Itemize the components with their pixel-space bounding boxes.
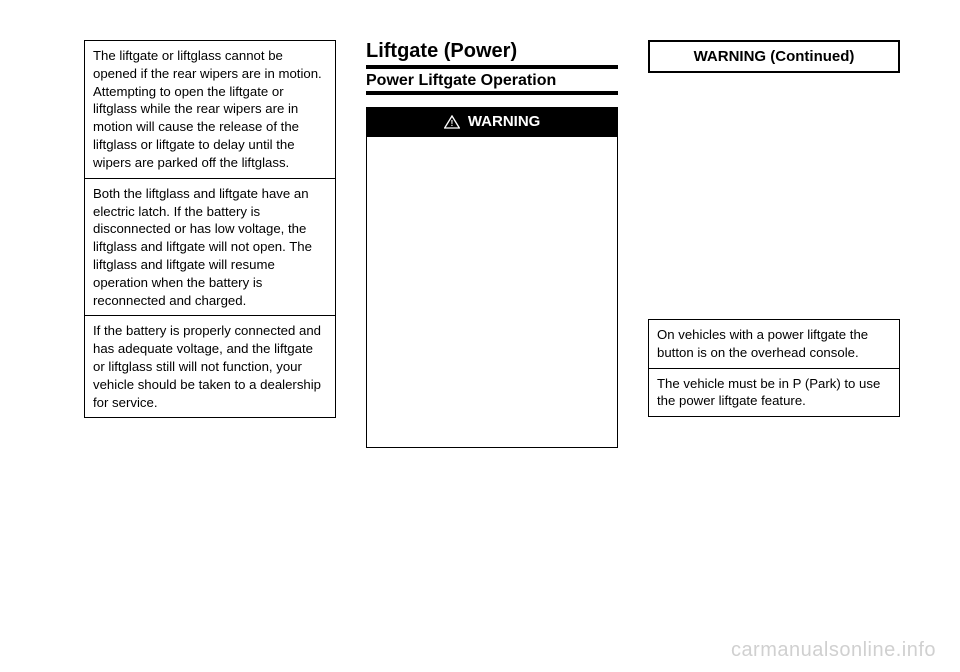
paragraph-battery: Both the liftglass and liftgate have an … bbox=[84, 178, 336, 317]
columns-container: The liftgate or liftglass cannot be open… bbox=[0, 0, 960, 448]
warning-triangle-icon: ! bbox=[444, 115, 460, 129]
warning-continued-body bbox=[648, 87, 900, 305]
column-3: WARNING (Continued) On vehicles with a p… bbox=[648, 40, 900, 448]
paragraph-overhead-console: On vehicles with a power liftgate the bu… bbox=[648, 319, 900, 369]
svg-text:!: ! bbox=[450, 119, 453, 128]
warning-label: WARNING bbox=[468, 113, 541, 130]
column-1: The liftgate or liftglass cannot be open… bbox=[84, 40, 336, 448]
paragraph-service: If the battery is properly connected and… bbox=[84, 315, 336, 418]
column-2: Liftgate (Power) Power Liftgate Operatio… bbox=[366, 40, 618, 448]
paragraph-park: The vehicle must be in P (Park) to use t… bbox=[648, 368, 900, 418]
heading-liftgate-power: Liftgate (Power) bbox=[366, 40, 618, 69]
warning-body-box bbox=[366, 136, 618, 448]
warning-continued-header: WARNING (Continued) bbox=[648, 40, 900, 73]
manual-page: The liftgate or liftglass cannot be open… bbox=[0, 0, 960, 672]
warning-header: ! WARNING bbox=[366, 107, 618, 136]
heading-power-operation: Power Liftgate Operation bbox=[366, 72, 618, 95]
paragraph-wipers: The liftgate or liftglass cannot be open… bbox=[84, 40, 336, 179]
watermark: carmanualsonline.info bbox=[731, 639, 936, 662]
spacer bbox=[648, 305, 900, 319]
